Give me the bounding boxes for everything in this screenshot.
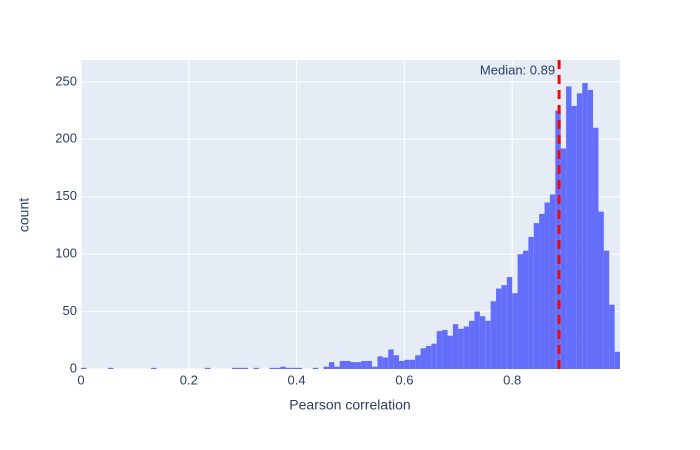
bar xyxy=(253,367,259,369)
bar xyxy=(269,367,276,369)
bar xyxy=(490,301,497,369)
bar xyxy=(409,359,416,369)
bar xyxy=(388,349,394,369)
bar xyxy=(436,331,443,369)
bar xyxy=(544,202,550,369)
bar xyxy=(442,329,448,369)
bar xyxy=(399,360,405,369)
bar xyxy=(496,288,502,369)
bar xyxy=(447,335,453,369)
bar xyxy=(355,362,362,369)
bar xyxy=(242,367,249,369)
bar xyxy=(366,360,373,369)
bar xyxy=(431,343,437,369)
bar xyxy=(598,211,604,369)
bar xyxy=(549,194,556,369)
bar xyxy=(382,357,389,369)
y-tick-label: 200 xyxy=(55,131,77,146)
bar xyxy=(458,328,464,369)
bar xyxy=(345,360,351,369)
median-annotation: Median: 0.89 xyxy=(480,62,555,77)
bar xyxy=(593,127,599,370)
bar xyxy=(587,89,594,369)
bar xyxy=(576,93,583,370)
x-tick-label: 0 xyxy=(77,372,84,387)
bar xyxy=(609,304,615,369)
bar xyxy=(350,362,356,369)
bar xyxy=(539,213,545,369)
y-tick-label: 250 xyxy=(55,73,77,88)
bar xyxy=(479,316,486,369)
bar xyxy=(275,367,281,369)
bar xyxy=(377,356,383,369)
bar xyxy=(81,367,87,369)
bar xyxy=(512,293,518,369)
bar xyxy=(291,367,297,369)
bar xyxy=(469,320,475,369)
bar xyxy=(323,366,329,369)
y-tick-label: 150 xyxy=(55,188,77,203)
bar xyxy=(485,320,491,369)
bar xyxy=(204,367,211,369)
x-tick-label: 0.6 xyxy=(395,372,413,387)
bar xyxy=(151,367,157,369)
bar xyxy=(107,367,114,369)
bar xyxy=(280,366,286,369)
bar xyxy=(474,311,480,369)
bar xyxy=(517,254,523,369)
bar xyxy=(328,362,335,369)
bar xyxy=(237,367,243,369)
bar xyxy=(296,367,302,369)
bar xyxy=(582,82,588,370)
bar xyxy=(463,326,470,369)
x-tick-label: 0.4 xyxy=(288,372,306,387)
bar xyxy=(522,250,529,369)
bar xyxy=(415,355,421,369)
bar xyxy=(501,285,507,369)
y-tick-label: 50 xyxy=(63,303,77,318)
bar xyxy=(506,277,513,369)
bar xyxy=(555,110,561,369)
bar xyxy=(420,348,426,369)
bar xyxy=(231,367,238,369)
bar xyxy=(285,367,292,369)
bar xyxy=(571,105,577,370)
bar xyxy=(393,355,400,369)
y-tick-label: 0 xyxy=(70,360,77,375)
bar xyxy=(614,351,620,369)
bar xyxy=(372,366,378,369)
bar xyxy=(404,359,410,369)
bar xyxy=(452,324,459,369)
x-tick-label: 0.2 xyxy=(180,372,198,387)
y-tick-label: 100 xyxy=(55,246,77,261)
bar xyxy=(560,148,567,369)
bar xyxy=(533,223,540,369)
bar xyxy=(334,366,340,369)
bar xyxy=(339,360,346,369)
bar xyxy=(425,346,432,369)
bar xyxy=(528,236,534,369)
y-axis-title: count xyxy=(16,198,32,232)
bar xyxy=(566,86,572,369)
bar xyxy=(603,250,610,369)
x-axis-title: Pearson correlation xyxy=(289,397,410,413)
bar xyxy=(361,360,367,369)
bar xyxy=(312,367,319,369)
x-tick-label: 0.8 xyxy=(503,372,521,387)
